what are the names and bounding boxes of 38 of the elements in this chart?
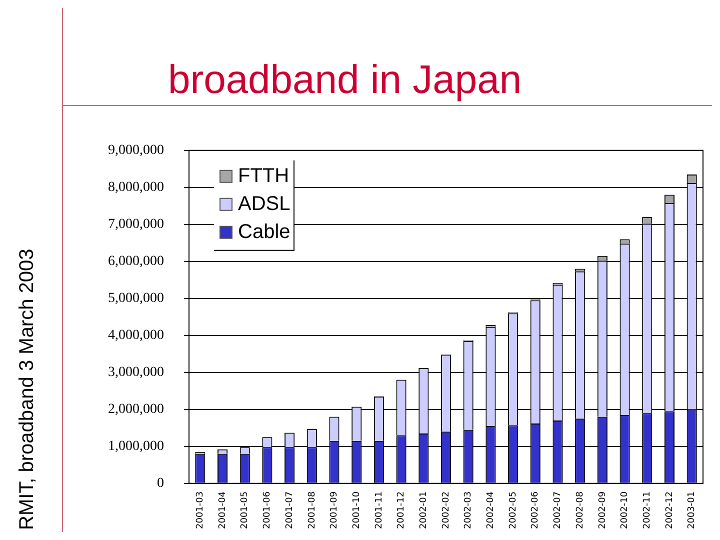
legend-label: Cable [238,220,290,243]
y-tick-label: 9,000,000 [108,143,164,158]
x-tick-label: 2001-12 [396,491,407,530]
x-tick-label: 2002-07 [553,491,564,530]
x-tick-label: 2002-08 [575,491,586,530]
x-tick-label: 2001-11 [374,491,384,530]
x-tick-label: 2002-09 [598,491,608,530]
y-tick-label: 5,000,000 [108,291,164,306]
x-tick-label: 2002-03 [464,491,474,530]
x-tick-label: 2001-05 [240,491,250,530]
x-tick-label: 2001-08 [307,491,318,530]
x-tick-label: 2002-11 [642,491,652,530]
x-tick-label: 2002-06 [530,491,541,530]
y-tick-label: 0 [157,476,164,492]
y-tick-label: 2,000,000 [108,402,164,418]
y-tick-label: 3,000,000 [108,365,164,380]
chart-title: broadband in Japan [168,58,522,103]
x-tick-label: 2001-04 [218,491,228,530]
x-tick-label: 2001-03 [196,491,206,530]
x-tick-label: 2001-09 [330,491,340,530]
x-tick-label: 2002-02 [441,491,452,530]
legend-label: ADSL [238,192,290,215]
x-tick-label: 2003-01 [687,491,698,530]
x-tick-label: 2001-07 [284,491,295,530]
legend-label: FTTH [238,164,290,187]
y-tick-label: 4,000,000 [108,328,164,344]
text: RMIT, broadband 3 March 2003 [16,248,39,530]
x-tick-label: 2001-10 [352,491,362,530]
y-tick-label: 6,000,000 [108,254,164,270]
y-tick-label: 1,000,000 [108,439,164,454]
y-tick-label: 8,000,000 [108,180,164,196]
y-tick-label: 7,000,000 [108,217,164,232]
x-tick-label: 2002-04 [486,491,496,530]
x-tick-label: 2002-12 [664,491,675,530]
x-tick-label: 2002-01 [418,491,429,530]
x-tick-label: 2001-06 [262,491,273,530]
x-tick-label: 2002-05 [508,491,518,530]
x-tick-label: 2002-10 [620,491,630,530]
